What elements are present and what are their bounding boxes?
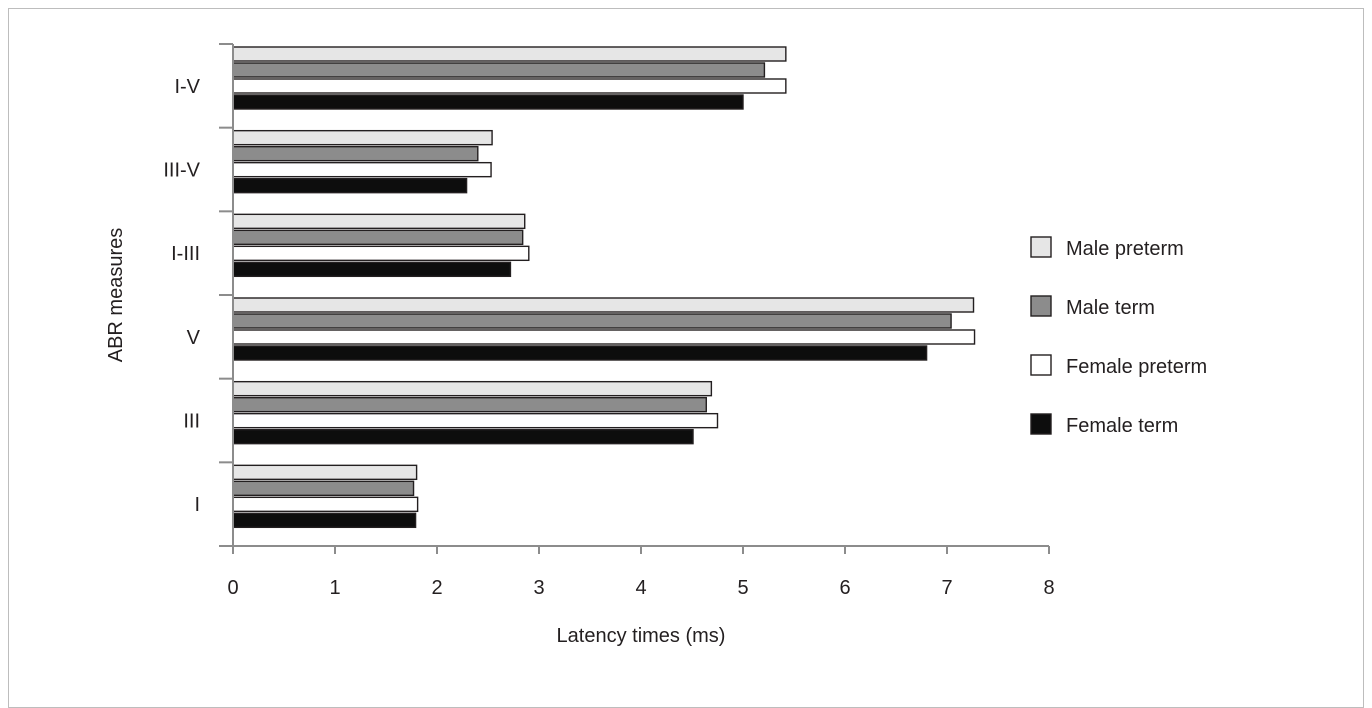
x-tick-label: 7 — [941, 577, 952, 599]
legend: Male preterm Male term Female preterm Femal… — [1030, 236, 1207, 437]
y-tick-label: I-III — [171, 243, 200, 265]
bar-iii-female-term — [232, 428, 694, 445]
y-tick-label: III-V — [163, 160, 200, 182]
ticks-layer — [219, 43, 1050, 554]
legend-swatch-male-term — [1030, 295, 1052, 317]
bar-i-male-term — [232, 480, 415, 497]
y-tick-label: III — [183, 411, 200, 433]
legend-label-male-term: Male term — [1066, 297, 1155, 319]
bar-i-female-preterm — [232, 496, 419, 513]
bar-iii-male-preterm — [232, 380, 713, 397]
x-tick-label: 6 — [839, 577, 850, 599]
bar-v-male-preterm — [232, 297, 975, 313]
x-tick-label: 2 — [431, 577, 442, 599]
legend-label-female-term: Female term — [1066, 415, 1178, 437]
bar-i-male-preterm — [232, 464, 418, 481]
y-tick-label: I-V — [174, 76, 200, 98]
x-tick-label: 4 — [635, 577, 646, 599]
bar-iii-v-male-term — [232, 145, 479, 162]
x-tick-label: 0 — [227, 577, 238, 599]
bar-v-female-term — [232, 345, 928, 361]
bar-i-iii-female-term — [232, 261, 512, 278]
bar-iii-v-male-preterm — [232, 129, 493, 146]
x-tick-label: 3 — [533, 577, 544, 599]
legend-label-female-preterm: Female preterm — [1066, 356, 1207, 378]
legend-swatch-male-preterm — [1030, 236, 1052, 258]
bar-i-female-term — [232, 512, 417, 529]
bar-i-v-male-preterm — [232, 46, 787, 62]
bar-i-iii-male-term — [232, 229, 524, 246]
x-tick-label: 5 — [737, 577, 748, 599]
bar-v-female-preterm — [232, 329, 976, 345]
bar-i-v-female-term — [232, 94, 744, 110]
legend-swatch-female-preterm — [1030, 354, 1052, 376]
bar-i-v-male-term — [232, 62, 766, 78]
bar-iii-v-female-preterm — [232, 161, 492, 178]
bar-iii-male-term — [232, 396, 707, 413]
bars-layer — [232, 46, 976, 529]
legend-swatch-female-term — [1030, 413, 1052, 435]
y-tick-label: I — [194, 494, 200, 516]
x-tick-label: 8 — [1043, 577, 1054, 599]
bar-v-male-term — [232, 313, 952, 329]
bar-i-v-female-preterm — [232, 78, 787, 94]
y-tick-label: V — [187, 327, 201, 349]
x-tick-label: 1 — [329, 577, 340, 599]
bar-i-iii-male-preterm — [232, 213, 526, 230]
legend-label-male-preterm: Male preterm — [1066, 238, 1184, 260]
y-axis-title: ABR measures — [105, 228, 127, 363]
bar-iii-female-preterm — [232, 412, 719, 429]
bar-iii-v-female-term — [232, 177, 468, 194]
x-axis-title: Latency times (ms) — [557, 625, 726, 647]
bar-i-iii-female-preterm — [232, 245, 530, 262]
